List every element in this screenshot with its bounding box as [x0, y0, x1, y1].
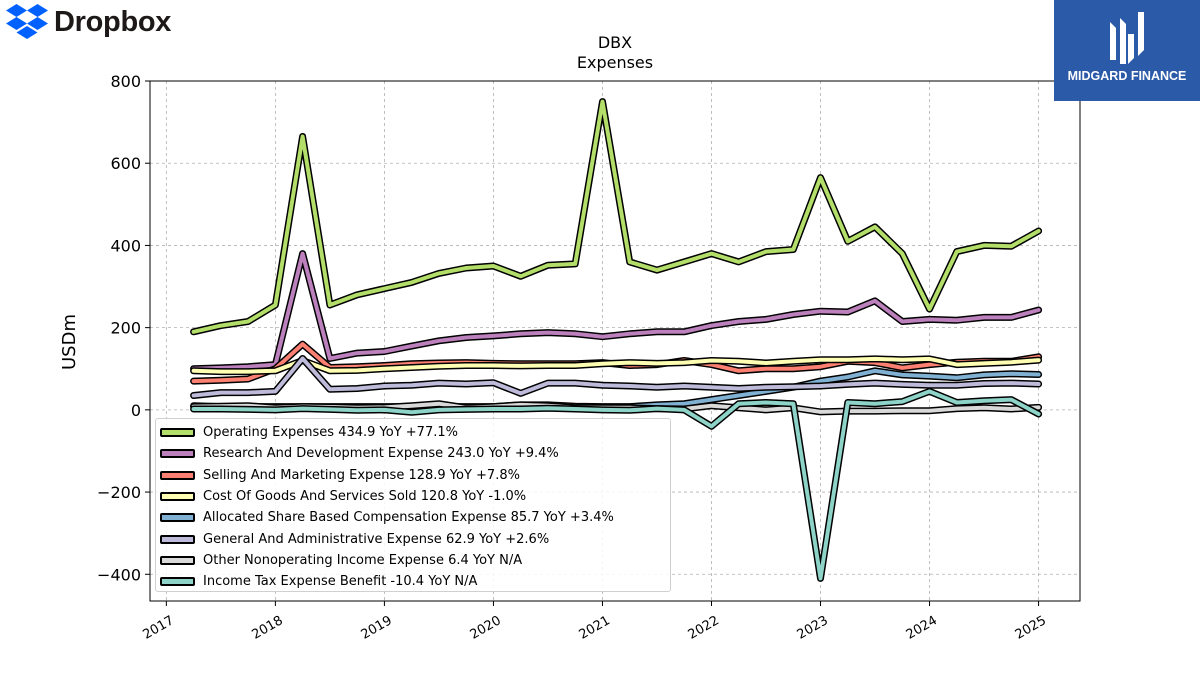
series-line-stroke	[191, 389, 1041, 581]
series-line-3	[190, 355, 1043, 376]
legend-label: Income Tax Expense Benefit -10.4 YoY N/A	[203, 574, 478, 590]
series-line-stroke	[191, 356, 1041, 374]
x-tick-label: 2022	[686, 613, 722, 643]
legend-label: Operating Expenses 434.9 YoY +77.1%	[203, 425, 458, 441]
y-tick-label: 600	[110, 154, 141, 173]
legend-swatch	[160, 513, 195, 523]
legend-label: Research And Development Expense 243.0 Y…	[203, 446, 559, 462]
legend-swatch	[160, 470, 195, 480]
series-line-7	[190, 387, 1043, 582]
series-line-5	[190, 355, 1043, 399]
x-tick-label: 2017	[141, 613, 177, 643]
x-tick-label: 2025	[1013, 613, 1049, 643]
y-tick-label: 200	[110, 319, 141, 338]
legend-swatch	[160, 449, 195, 459]
legend-item: Income Tax Expense Benefit -10.4 YoY N/A	[160, 571, 670, 592]
plot-frame	[149, 80, 1081, 602]
legend-item: General And Administrative Expense 62.9 …	[160, 528, 670, 549]
x-tick-label: 2019	[359, 613, 395, 643]
series-line-0	[190, 98, 1043, 336]
midgard-emblem-icon	[1110, 12, 1144, 64]
series-line-stroke	[191, 251, 1041, 371]
x-tick-label: 2024	[904, 613, 940, 643]
legend-swatch	[160, 534, 195, 544]
y-axis-label: USDm	[59, 314, 80, 370]
legend-item: Other Nonoperating Income Expense 6.4 Yo…	[160, 550, 670, 571]
dropbox-wordmark: Dropbox	[54, 5, 172, 38]
legend-item: Cost Of Goods And Services Sold 120.8 Yo…	[160, 486, 670, 507]
y-tick-label: −400	[97, 565, 141, 584]
midgard-finance-logo: MIDGARD FINANCE	[1054, 0, 1200, 101]
series-line-stroke	[191, 99, 1041, 334]
y-tick-label: −200	[97, 483, 141, 502]
x-axis: 2017 2018 2019 2020 2021 2022 2023 2024 2025	[141, 601, 1049, 643]
legend-swatch	[160, 492, 195, 502]
legend-swatch	[160, 555, 195, 565]
x-tick-label: 2020	[468, 613, 504, 643]
dropbox-logo: Dropbox	[6, 4, 171, 40]
x-tick-label: 2018	[250, 613, 286, 643]
legend-label: General And Administrative Expense 62.9 …	[203, 531, 550, 547]
legend-swatch	[160, 428, 195, 438]
legend-item: Research And Development Expense 243.0 Y…	[160, 443, 670, 464]
y-tick-label: 0	[131, 401, 141, 420]
chart-title: DBX	[598, 33, 632, 52]
legend-label: Cost Of Goods And Services Sold 120.8 Yo…	[203, 489, 527, 505]
series-line-outline	[190, 98, 1043, 336]
legend-label: Selling And Marketing Expense 128.9 YoY …	[203, 467, 520, 483]
series-lines	[190, 98, 1043, 582]
legend-item: Operating Expenses 434.9 YoY +77.1%	[160, 422, 670, 443]
legend-swatch	[160, 577, 195, 587]
x-tick-label: 2023	[795, 613, 831, 643]
legend-item: Allocated Share Based Compensation Expen…	[160, 507, 670, 528]
chart-legend: Operating Expenses 434.9 YoY +77.1% Resea…	[155, 418, 671, 592]
y-tick-label: 400	[110, 236, 141, 255]
dropbox-box-icon	[6, 4, 48, 39]
series-line-1	[190, 250, 1043, 373]
chart-subtitle: Expenses	[577, 53, 653, 72]
y-axis: −400 −200 0 200 400 600 800	[97, 72, 150, 584]
series-line-stroke	[191, 356, 1041, 398]
legend-label: Other Nonoperating Income Expense 6.4 Yo…	[203, 552, 523, 568]
legend-label: Allocated Share Based Compensation Expen…	[203, 510, 614, 526]
x-tick-label: 2021	[577, 613, 613, 643]
midgard-wordmark: MIDGARD FINANCE	[1067, 69, 1187, 83]
y-tick-label: 800	[110, 72, 141, 91]
legend-item: Selling And Marketing Expense 128.9 YoY …	[160, 465, 670, 486]
